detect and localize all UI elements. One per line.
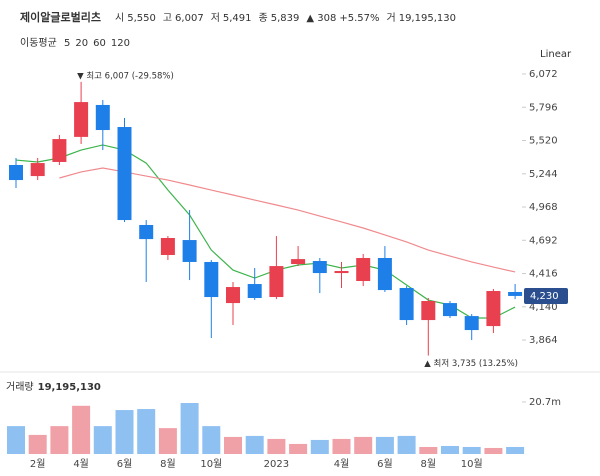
header-label: ▲ 308: [306, 13, 336, 24]
header-value: 5,491: [223, 13, 252, 24]
volume-bar: [375, 436, 394, 454]
chart-title: 제이알글로벌리츠: [20, 10, 101, 24]
volume-bar: [28, 434, 47, 454]
volume-bar: [137, 409, 156, 454]
candle-body: [421, 301, 436, 321]
candle-body: [182, 240, 197, 262]
volume-bar: [245, 435, 264, 454]
x-tick-label: 4월: [73, 458, 89, 470]
candle-body: [9, 164, 23, 181]
volume-bar: [72, 405, 91, 454]
y-tick-label: 4,416: [529, 269, 558, 280]
candle-body: [139, 224, 154, 240]
ma-line: [15, 144, 516, 319]
ma-legend: 20: [75, 38, 88, 49]
volume-bar: [506, 446, 525, 454]
y-tick-label: 4,140: [529, 302, 558, 313]
volume-bar: [289, 443, 308, 454]
candle-body: [508, 291, 523, 296]
candle-body: [291, 259, 306, 265]
header-value: 5,839: [271, 13, 300, 24]
y-tick-label: 4,692: [529, 235, 558, 246]
candle-body: [95, 104, 110, 131]
ma-line: [59, 167, 516, 273]
ma-legend: 60: [93, 38, 106, 49]
header-value: +5.57%: [339, 13, 379, 24]
volume-bar: [224, 436, 242, 454]
volume-bar: [419, 446, 438, 454]
ma-legend: 120: [111, 38, 130, 49]
volume-bar: [267, 438, 286, 454]
volume-value: 19,195,130: [38, 382, 101, 393]
volume-title: 거래량: [6, 381, 34, 393]
volume-bar: [50, 426, 69, 454]
candle-body: [226, 287, 240, 304]
header-value: 19,195,130: [399, 13, 456, 24]
volume-bar: [484, 447, 503, 454]
header-label: 거: [387, 12, 396, 24]
candle-body: [52, 139, 67, 162]
candle-body: [356, 257, 371, 282]
price-tag: [524, 287, 568, 304]
candle-body: [74, 102, 89, 137]
candle-body: [443, 303, 457, 317]
candle-body: [486, 291, 501, 327]
header-label: 저: [211, 12, 220, 24]
volume-bar: [462, 446, 481, 454]
header-label: 종: [259, 12, 268, 24]
x-tick-label: 2월: [30, 458, 46, 470]
x-tick-label: 8월: [160, 458, 176, 470]
y-tick-label: 4,968: [529, 202, 558, 213]
candle-body: [312, 261, 327, 274]
candle-body: [160, 237, 175, 255]
candle-body: [377, 257, 392, 291]
y-tick-label: 5,244: [529, 169, 558, 180]
volume-bar: [354, 436, 373, 454]
x-tick-label: 10월: [200, 458, 222, 470]
candle-body: [269, 266, 284, 298]
header-label: 고: [163, 13, 172, 24]
annotation: ▼ 최고 6,007 (-29.58%): [77, 70, 174, 81]
volume-bar: [158, 428, 177, 454]
y-tick-label: 6,072: [529, 69, 558, 80]
x-tick-label: 6월: [377, 458, 393, 470]
v-tick-label: 20.7m: [529, 397, 561, 408]
y-tick-label: 5,520: [529, 136, 558, 147]
y-tick-label: 3,864: [529, 335, 558, 346]
candle-body: [399, 288, 414, 321]
volume-bar: [7, 426, 25, 454]
header-label: 시: [115, 12, 124, 24]
x-tick-label: 4월: [334, 458, 350, 470]
header-value: 6,007: [175, 13, 204, 24]
x-tick-label: 6월: [117, 458, 133, 470]
volume-bar: [441, 445, 459, 454]
header-value: 5,550: [127, 13, 156, 24]
ma-legend: 5: [64, 38, 70, 49]
scale-label: Linear: [540, 49, 572, 60]
candle-body: [334, 271, 349, 274]
volume-bar: [310, 439, 329, 454]
candle-body: [247, 284, 262, 299]
x-tick-label: 8월: [421, 458, 437, 470]
volume-bar: [202, 426, 221, 454]
y-tick-label: 5,796: [529, 102, 558, 113]
x-tick-label: 2023: [264, 459, 289, 470]
candle-body: [204, 261, 219, 298]
volume-bar: [397, 435, 416, 454]
candle-body: [464, 316, 479, 331]
annotation: ▲ 최저 3,735 (13.25%): [424, 358, 518, 369]
x-tick-label: 10월: [461, 458, 483, 470]
candle-body: [117, 127, 132, 221]
price-tag-label: 4,230: [530, 291, 559, 302]
candle-body: [30, 163, 45, 177]
volume-bar: [180, 403, 199, 454]
volume-bar: [93, 426, 112, 454]
ma-label: 이동평균: [20, 37, 57, 49]
volume-bar: [115, 410, 134, 454]
volume-bar: [332, 438, 351, 454]
